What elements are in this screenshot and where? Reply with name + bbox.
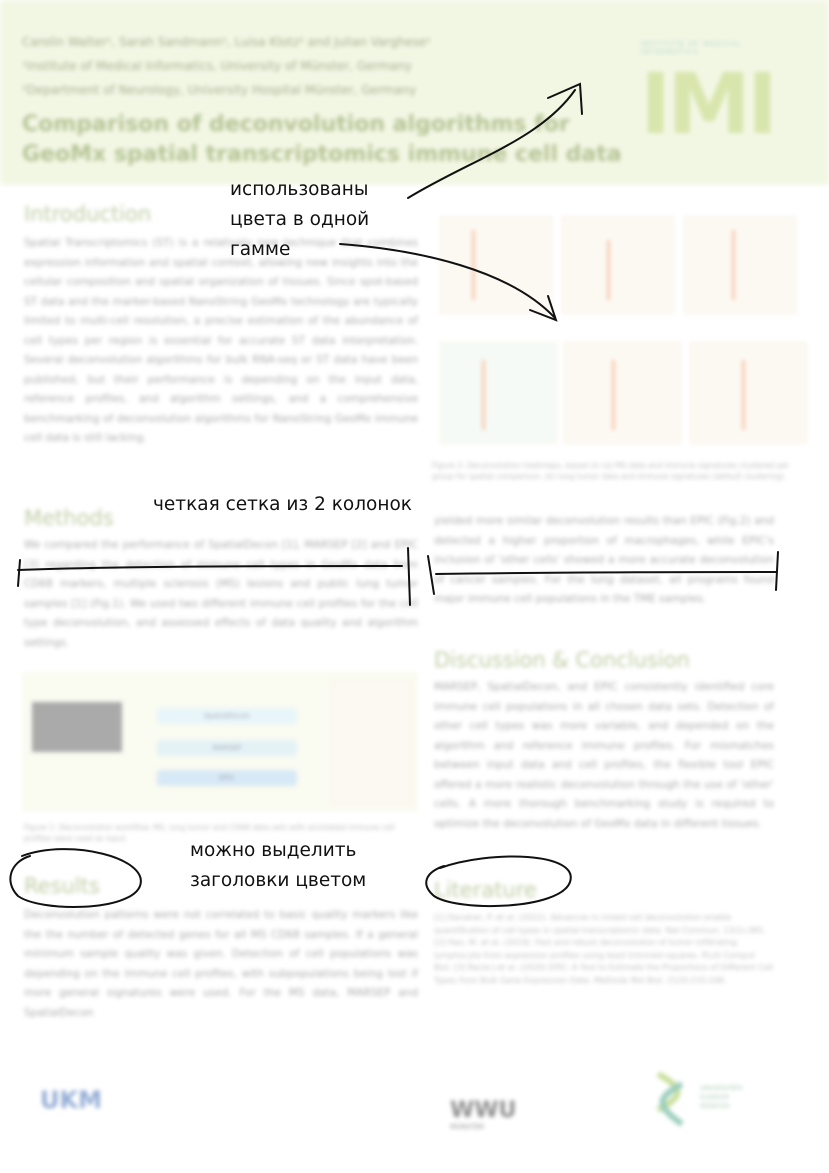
imi-logo: INSTITUTE OF MEDICAL INFORMATICS IMI (640, 40, 790, 160)
heatmap-stripe (472, 230, 475, 300)
wwu-logo: WWU MÜNSTER (450, 1098, 517, 1131)
poster-title: Comparison of deconvolution algorithms f… (22, 112, 622, 167)
methods-heading: Methods (24, 506, 114, 530)
imi-logo-text: IMI (640, 55, 778, 153)
heatmap-stripe (732, 230, 735, 300)
affiliation-line-2: ²Department of Neurology, University Hos… (22, 83, 417, 97)
note-headings: можно выделить заголовки цветом (190, 840, 367, 891)
heatmap-panel (690, 342, 807, 444)
figure-1-workflow: SpatialDecon MARSEP EPIC (22, 672, 418, 812)
workflow-label-marsep: MARSEP (157, 740, 297, 756)
heatmap-stripe (742, 360, 745, 430)
ukm-logo: UKM (40, 1086, 102, 1114)
heatmap-panel (440, 216, 552, 314)
workflow-label-epic: EPIC (157, 770, 297, 786)
methods-text: We compared the performance of SpatialDe… (24, 539, 418, 649)
note-grid: четкая сетка из 2 колонок (153, 494, 412, 515)
workflow-label-spatialdecon: SpatialDecon (157, 708, 297, 724)
dna-icon (656, 1071, 684, 1127)
heatmap-stripe (482, 360, 485, 430)
discussion-heading: Discussion & Conclusion (434, 648, 690, 672)
literature-text: [1] Danaher, P. et al. (2022). Advances … (434, 913, 774, 985)
heatmap-panel (684, 216, 796, 314)
figure-2-heatmaps (432, 200, 812, 450)
results-text-right: yielded more similar deconvolution resul… (434, 515, 774, 605)
authors-block: Carolin Walter¹, Sarah Sandmann¹, Luisa … (22, 30, 602, 102)
results-text-left: Deconvolution patterns were not correlat… (24, 909, 418, 1019)
authors-line: Carolin Walter¹, Sarah Sandmann¹, Luisa … (22, 35, 432, 49)
heatmap-panel (562, 216, 674, 314)
uk-muenster-logo: UNIVERSITÄTS KLINIKUM MÜNSTER (650, 1070, 800, 1130)
literature-heading: Literature (434, 878, 537, 902)
introduction-text: Spatial Transcriptomics (ST) is a relati… (24, 237, 418, 444)
introduction-heading: Introduction (24, 202, 152, 226)
heatmap-stripe (612, 360, 615, 430)
imi-logo-caption: INSTITUTE OF MEDICAL INFORMATICS (640, 40, 742, 56)
affiliation-line-1: ¹Institute of Medical Informatics, Unive… (22, 59, 412, 73)
heatmap-panel (564, 342, 681, 444)
heatmap-panel (440, 342, 557, 444)
poster-header: Carolin Walter¹, Sarah Sandmann¹, Luisa … (0, 0, 829, 185)
figure-1-caption: Figure 1: Deconvolution workflow. MS, lu… (24, 823, 395, 843)
heatmap-stripe (607, 240, 610, 300)
tissue-image (32, 702, 122, 752)
figure-2-caption: Figure 2: Deconvolution heatmaps, based … (432, 461, 790, 481)
discussion-text: MARSEP, SpatialDecon, and EPIC consisten… (434, 681, 774, 830)
figure-1-heatmap (332, 682, 412, 804)
note-colors: использованы цвета в одной гамме (230, 179, 370, 260)
results-heading: Results (24, 874, 100, 898)
